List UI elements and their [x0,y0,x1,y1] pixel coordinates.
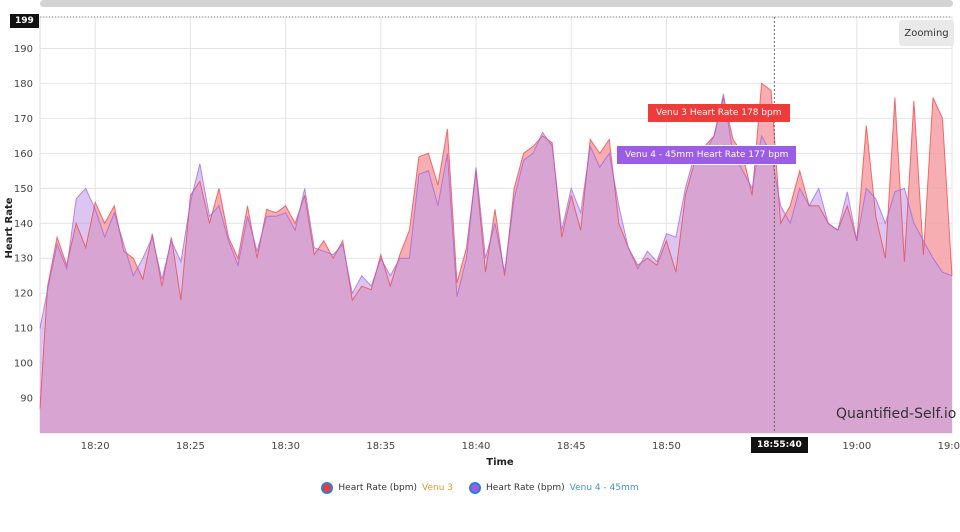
x-tick-label: 18:25 [176,441,205,452]
axes: Heart Rate Time [4,197,514,468]
legend-item-venu3[interactable]: Heart Rate (bpm) Venu 3 [321,482,453,494]
legend: Heart Rate (bpm) Venu 3 Heart Rate (bpm)… [0,482,960,494]
watermark-logo: Quantified-Self.io [836,406,957,422]
tooltip-venu3: Venu 3 Heart Rate 178 bpm [648,104,790,122]
y-cursor-label: 199 [10,14,39,28]
legend-device: Venu 3 [422,483,454,493]
chart-scrollbar[interactable] [40,0,953,7]
x-axis-title: Time [486,457,514,468]
y-tick-label: 100 [14,359,33,370]
legend-dot-venu3 [321,482,334,494]
tick-labels: 90 100 110 120 130 140 150 160 170 180 190 18:20 18:… [14,44,960,452]
x-cursor-label: 18:55:40 [751,437,808,453]
legend-label: Heart Rate (bpm) [486,483,565,493]
x-tick-label: 18:45 [557,441,586,452]
y-tick-label: 150 [14,184,33,195]
y-tick-label: 170 [14,114,33,125]
x-tick-label: 18:20 [81,441,110,452]
legend-label: Heart Rate (bpm) [338,483,418,493]
legend-dot-venu4 [469,482,482,494]
y-tick-label: 130 [14,254,33,265]
area-venu4 [40,93,952,434]
y-tick-label: 120 [14,289,33,300]
x-tick-label: 18:40 [462,441,491,452]
crosshair [40,16,952,433]
y-tick-label: 140 [14,219,33,230]
x-tick-label: 18:50 [652,441,681,452]
x-tick-label: 19:00 [842,441,871,452]
y-axis-title: Heart Rate [4,197,15,258]
line-venu4 [39,93,953,329]
series-area [39,82,953,434]
zooming-button[interactable]: Zooming [899,20,954,46]
tooltip-venu4: Venu 4 - 45mm Heart Rate 177 bpm [616,145,798,165]
legend-item-venu4[interactable]: Heart Rate (bpm) Venu 4 - 45mm [469,482,639,494]
x-tick-label: 18:35 [366,441,395,452]
y-tick-label: 190 [14,44,33,55]
y-tick-label: 110 [14,324,33,335]
legend-device: Venu 4 - 45mm [569,483,639,493]
line-venu3 [39,82,953,409]
x-tick-label: 18:30 [271,441,300,452]
y-tick-label: 180 [14,79,33,90]
x-tick-label: 19:05 [938,441,960,452]
y-tick-label: 90 [20,394,33,405]
y-tick-label: 160 [14,149,33,160]
